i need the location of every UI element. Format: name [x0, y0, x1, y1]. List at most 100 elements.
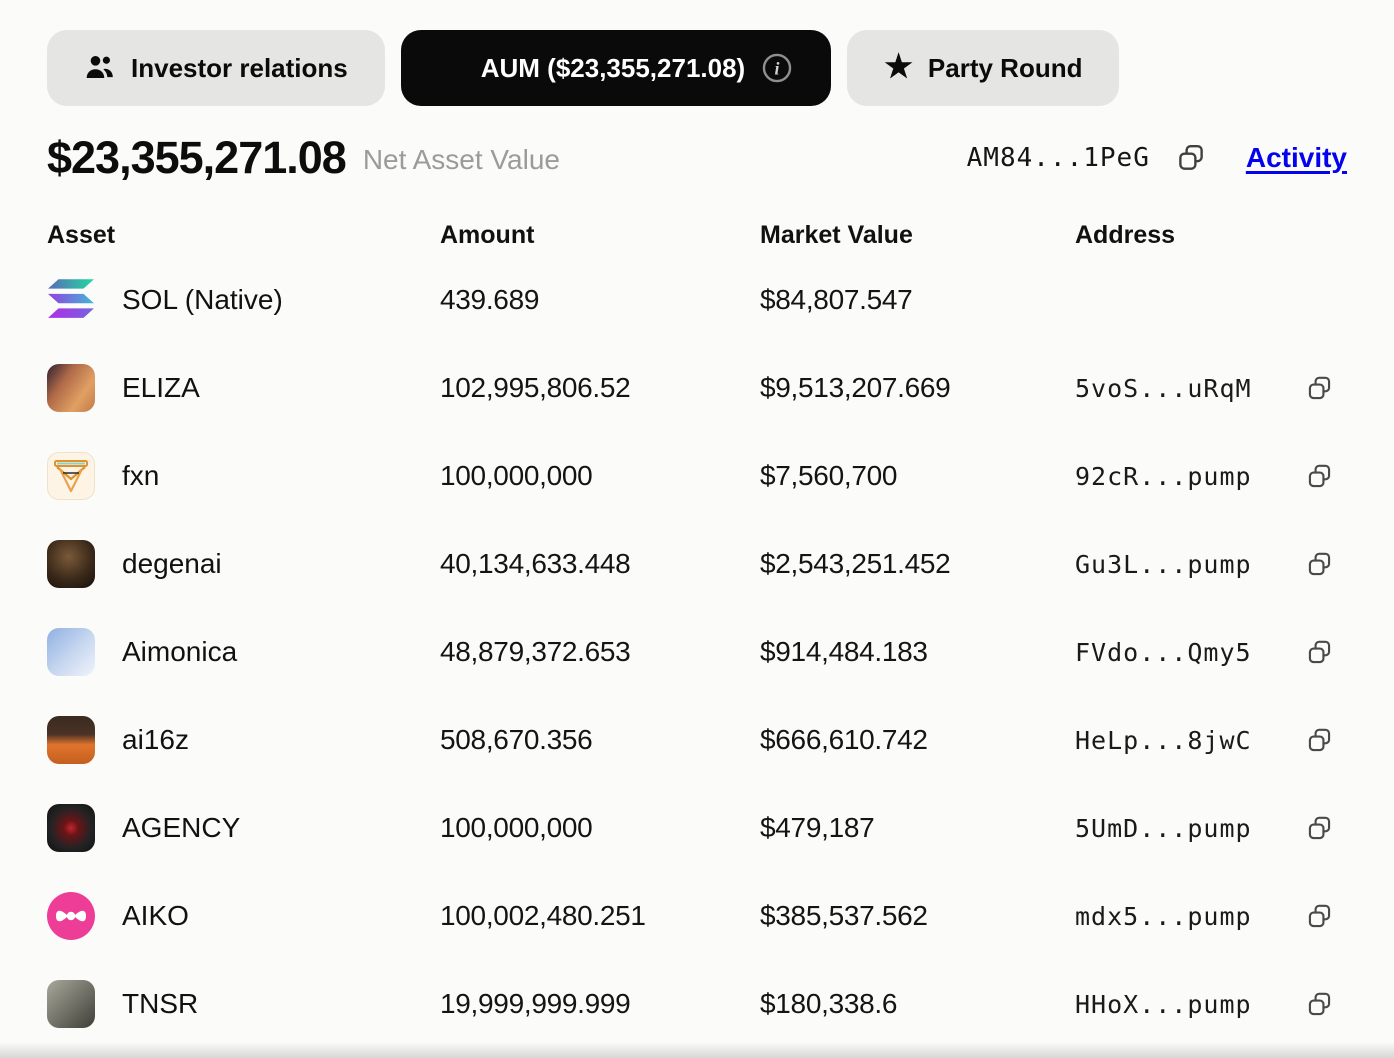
address-cell: Gu3L...pump: [1075, 550, 1347, 579]
table-row: AGENCY 100,000,000 $479,187 5UmD...pump: [47, 784, 1347, 872]
copy-address-button[interactable]: [1306, 463, 1333, 490]
amount-value: 439.689: [440, 284, 540, 315]
wallet-address: AM84...1PeG: [966, 143, 1150, 173]
table-header-row: Asset Amount Market Value Address: [47, 214, 1347, 256]
asset-cell: AGENCY: [47, 804, 440, 852]
column-header-asset: Asset: [47, 220, 116, 249]
table-row: AIKO 100,002,480.251 $385,537.562 mdx5..…: [47, 872, 1347, 960]
info-icon[interactable]: i: [760, 51, 794, 85]
copy-address-button[interactable]: [1306, 727, 1333, 754]
list-icon: [438, 52, 466, 84]
address-cell: FVdo...Qmy5: [1075, 638, 1347, 667]
address-cell: mdx5...pump: [1075, 902, 1347, 931]
market-value: $180,338.6: [760, 988, 898, 1019]
asset-name: AIKO: [122, 900, 189, 931]
tab-label: AUM ($23,355,271.08): [480, 52, 746, 83]
asset-cell: degenai: [47, 540, 440, 588]
people-icon: [84, 52, 116, 84]
net-asset-value: $23,355,271.08: [47, 132, 347, 183]
asset-name: TNSR: [122, 988, 199, 1019]
table-row: Aimonica 48,879,372.653 $914,484.183 FVd…: [47, 608, 1347, 696]
amount-value: 100,000,000: [440, 460, 593, 491]
holdings-table: Asset Amount Market Value Address: [0, 214, 1394, 1048]
fxn-avatar: [47, 452, 95, 500]
table-row: ELIZA 102,995,806.52 $9,513,207.669 5voS…: [47, 344, 1347, 432]
table-row: fxn 100,000,000 $7,560,700 92cR...pump: [47, 432, 1347, 520]
aimonica-avatar: [47, 628, 95, 676]
address-text: HeLp...8jwC: [1075, 725, 1252, 755]
copy-address-button[interactable]: [1306, 903, 1333, 930]
column-header-market-value: Market Value: [760, 220, 913, 249]
copy-address-button[interactable]: [1306, 991, 1333, 1018]
address-text: FVdo...Qmy5: [1075, 637, 1252, 667]
asset-name: ai16z: [122, 724, 189, 755]
wallet-zone: AM84...1PeG Activity: [967, 142, 1347, 174]
eliza-avatar: [47, 364, 95, 412]
amount-value: 508,670.356: [440, 724, 593, 755]
degenai-avatar: [47, 540, 95, 588]
tab-aum[interactable]: AUM ($23,355,271.08) i: [400, 30, 832, 106]
address-text: Gu3L...pump: [1075, 549, 1252, 579]
copy-address-button[interactable]: [1306, 551, 1333, 578]
market-value: $2,543,251.452: [760, 548, 951, 579]
amount-value: 40,134,633.448: [440, 548, 631, 579]
asset-name: fxn: [122, 460, 160, 491]
amount-value: 100,002,480.251: [440, 900, 646, 931]
address-cell: 5UmD...pump: [1075, 814, 1347, 843]
net-asset-value-label: Net Asset Value: [362, 144, 560, 175]
asset-cell: ELIZA: [47, 364, 440, 412]
summary-row: $23,355,271.08 Net Asset Value AM84...1P…: [0, 106, 1394, 184]
tab-party-round[interactable]: ★ Party Round: [847, 30, 1120, 106]
activity-link[interactable]: Activity: [1245, 142, 1347, 173]
market-value: $84,807.547: [760, 284, 913, 315]
market-value: $666,610.742: [760, 724, 928, 755]
asset-cell: TNSR: [47, 980, 440, 1028]
column-header-amount: Amount: [440, 220, 535, 249]
market-value: $9,513,207.669: [760, 372, 951, 403]
address-text: 5UmD...pump: [1075, 813, 1252, 843]
market-value: $479,187: [760, 812, 875, 843]
table-row: TNSR 19,999,999.999 $180,338.6 HHoX...pu…: [47, 960, 1347, 1048]
table-row: degenai 40,134,633.448 $2,543,251.452 Gu…: [47, 520, 1347, 608]
amount-value: 19,999,999.999: [440, 988, 631, 1019]
address-cell: 92cR...pump: [1075, 462, 1347, 491]
asset-cell: SOL (Native): [47, 276, 440, 324]
amount-value: 48,879,372.653: [440, 636, 631, 667]
asset-cell: fxn: [47, 452, 440, 500]
market-value: $914,484.183: [760, 636, 928, 667]
ai16z-avatar: [47, 716, 95, 764]
market-value: $7,560,700: [760, 460, 898, 491]
address-cell: HHoX...pump: [1075, 990, 1347, 1019]
table-row: SOL (Native) 439.689 $84,807.547: [47, 256, 1347, 344]
tab-label: Investor relations: [131, 52, 348, 83]
amount-value: 100,000,000: [440, 812, 593, 843]
asset-name: AGENCY: [122, 812, 241, 843]
address-text: 92cR...pump: [1075, 461, 1252, 491]
column-header-address: Address: [1075, 220, 1176, 249]
address-text: 5voS...uRqM: [1075, 373, 1252, 403]
asset-name: Aimonica: [122, 636, 238, 667]
asset-cell: ai16z: [47, 716, 440, 764]
tab-bar: Investor relations AUM ($23,355,271.08) …: [0, 0, 1394, 106]
copy-wallet-address-button[interactable]: [1176, 143, 1206, 173]
address-cell: 5voS...uRqM: [1075, 374, 1347, 403]
tab-label: Party Round: [927, 52, 1083, 83]
market-value: $385,537.562: [760, 900, 928, 931]
tab-investor-relations[interactable]: Investor relations: [47, 30, 385, 106]
address-text: HHoX...pump: [1075, 989, 1252, 1019]
sol-icon: [47, 276, 95, 324]
svg-text:i: i: [775, 59, 780, 79]
address-cell: HeLp...8jwC: [1075, 726, 1347, 755]
amount-value: 102,995,806.52: [440, 372, 631, 403]
copy-address-button[interactable]: [1306, 639, 1333, 666]
asset-cell: AIKO: [47, 892, 440, 940]
asset-cell: Aimonica: [47, 628, 440, 676]
asset-name: degenai: [122, 548, 222, 579]
address-text: mdx5...pump: [1075, 901, 1252, 931]
copy-address-button[interactable]: [1306, 815, 1333, 842]
asset-name: ELIZA: [122, 372, 200, 403]
star-icon: ★: [884, 48, 913, 84]
table-row: ai16z 508,670.356 $666,610.742 HeLp...8j…: [47, 696, 1347, 784]
copy-address-button[interactable]: [1306, 375, 1333, 402]
